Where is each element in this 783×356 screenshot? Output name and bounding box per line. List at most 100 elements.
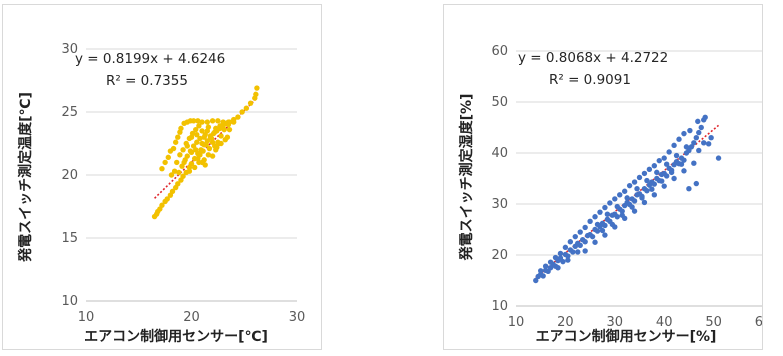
data-point xyxy=(659,178,665,184)
data-point xyxy=(221,126,227,133)
data-point xyxy=(696,147,702,154)
data-point xyxy=(594,228,601,234)
y-tick-label: 25 xyxy=(61,105,78,120)
data-point xyxy=(624,195,630,201)
y-tick-label: 20 xyxy=(491,248,508,263)
data-point xyxy=(212,143,218,149)
data-point xyxy=(708,135,714,141)
data-point xyxy=(597,209,603,215)
data-point xyxy=(218,140,224,147)
data-point xyxy=(631,198,638,204)
data-point xyxy=(634,186,640,192)
data-point xyxy=(676,136,682,142)
data-point xyxy=(204,119,211,125)
data-point xyxy=(170,145,177,152)
x-tick-label: 20 xyxy=(557,315,574,330)
data-point xyxy=(194,131,200,138)
data-point xyxy=(666,149,672,155)
data-point xyxy=(195,118,201,124)
data-point xyxy=(604,211,611,217)
data-point xyxy=(678,161,685,167)
chart-humidity-svg: 10 20 30 40 50 60 10 20 30 40 50 60 y = 0.8068x + … xyxy=(458,44,762,345)
data-point xyxy=(698,124,704,131)
data-point xyxy=(565,257,571,263)
data-point xyxy=(663,173,670,179)
data-point xyxy=(602,222,608,229)
data-point xyxy=(162,159,168,166)
chart-temperature-svg: 10 20 30 10 15 20 25 30 y = 0.8199x + 4.6246 R… xyxy=(17,42,305,345)
data-point xyxy=(253,91,259,98)
data-point xyxy=(668,169,675,176)
data-point xyxy=(193,147,199,153)
data-point xyxy=(218,133,224,139)
data-point xyxy=(589,233,596,240)
data-point xyxy=(204,128,211,134)
y-tick-label: 30 xyxy=(61,42,78,57)
data-points xyxy=(151,85,260,220)
y-tick-label: 10 xyxy=(61,294,78,309)
data-point xyxy=(213,125,219,132)
data-point xyxy=(199,128,205,134)
data-point xyxy=(168,172,175,178)
data-point xyxy=(602,232,608,238)
x-tick-label: 20 xyxy=(183,310,200,325)
data-point xyxy=(681,168,687,174)
data-point xyxy=(175,181,181,187)
data-point xyxy=(188,149,195,156)
data-point xyxy=(626,182,633,189)
data-point xyxy=(547,259,554,265)
data-point xyxy=(577,229,583,235)
data-point xyxy=(654,169,660,176)
data-point xyxy=(205,152,212,158)
data-point xyxy=(176,169,182,176)
data-point xyxy=(222,137,228,143)
data-point xyxy=(631,179,638,185)
data-point xyxy=(671,142,677,149)
y-tick-label: 60 xyxy=(491,44,508,59)
data-point xyxy=(572,233,578,240)
data-point xyxy=(226,126,233,133)
data-point xyxy=(207,134,214,140)
data-point xyxy=(182,157,188,163)
data-point xyxy=(542,263,549,269)
data-point xyxy=(663,161,670,167)
data-point xyxy=(693,180,700,187)
data-point xyxy=(656,157,662,164)
data-point xyxy=(194,139,200,145)
data-point xyxy=(639,195,645,201)
y-tick-labels: 10 20 30 40 50 60 xyxy=(491,44,508,314)
data-point xyxy=(209,153,216,159)
trendline-equation: y = 0.8068x + 4.2722 xyxy=(518,50,668,66)
data-point xyxy=(644,188,650,194)
data-point xyxy=(617,192,623,198)
data-point xyxy=(701,140,707,146)
data-point xyxy=(552,254,559,261)
data-point xyxy=(206,145,213,152)
data-point xyxy=(186,168,193,174)
y-tick-label: 50 xyxy=(491,95,508,110)
data-point xyxy=(688,144,695,150)
data-point xyxy=(691,140,697,146)
data-point xyxy=(540,273,546,279)
data-point xyxy=(582,224,588,231)
data-point xyxy=(562,244,569,251)
data-point xyxy=(631,208,638,214)
data-point xyxy=(602,204,608,211)
data-point xyxy=(239,109,245,115)
data-point xyxy=(696,129,702,136)
data-point xyxy=(582,239,588,245)
data-point xyxy=(188,134,195,140)
data-point xyxy=(570,249,576,255)
data-point xyxy=(582,248,588,254)
data-point xyxy=(199,140,205,147)
data-point xyxy=(641,199,648,206)
data-point xyxy=(221,120,227,127)
data-point xyxy=(565,253,571,259)
data-point xyxy=(691,160,697,166)
data-point xyxy=(243,105,250,111)
data-point xyxy=(178,125,184,132)
data-point xyxy=(567,239,574,245)
data-point xyxy=(599,227,606,234)
x-tick-label: 10 xyxy=(508,315,525,330)
y-tick-label: 30 xyxy=(491,197,508,212)
